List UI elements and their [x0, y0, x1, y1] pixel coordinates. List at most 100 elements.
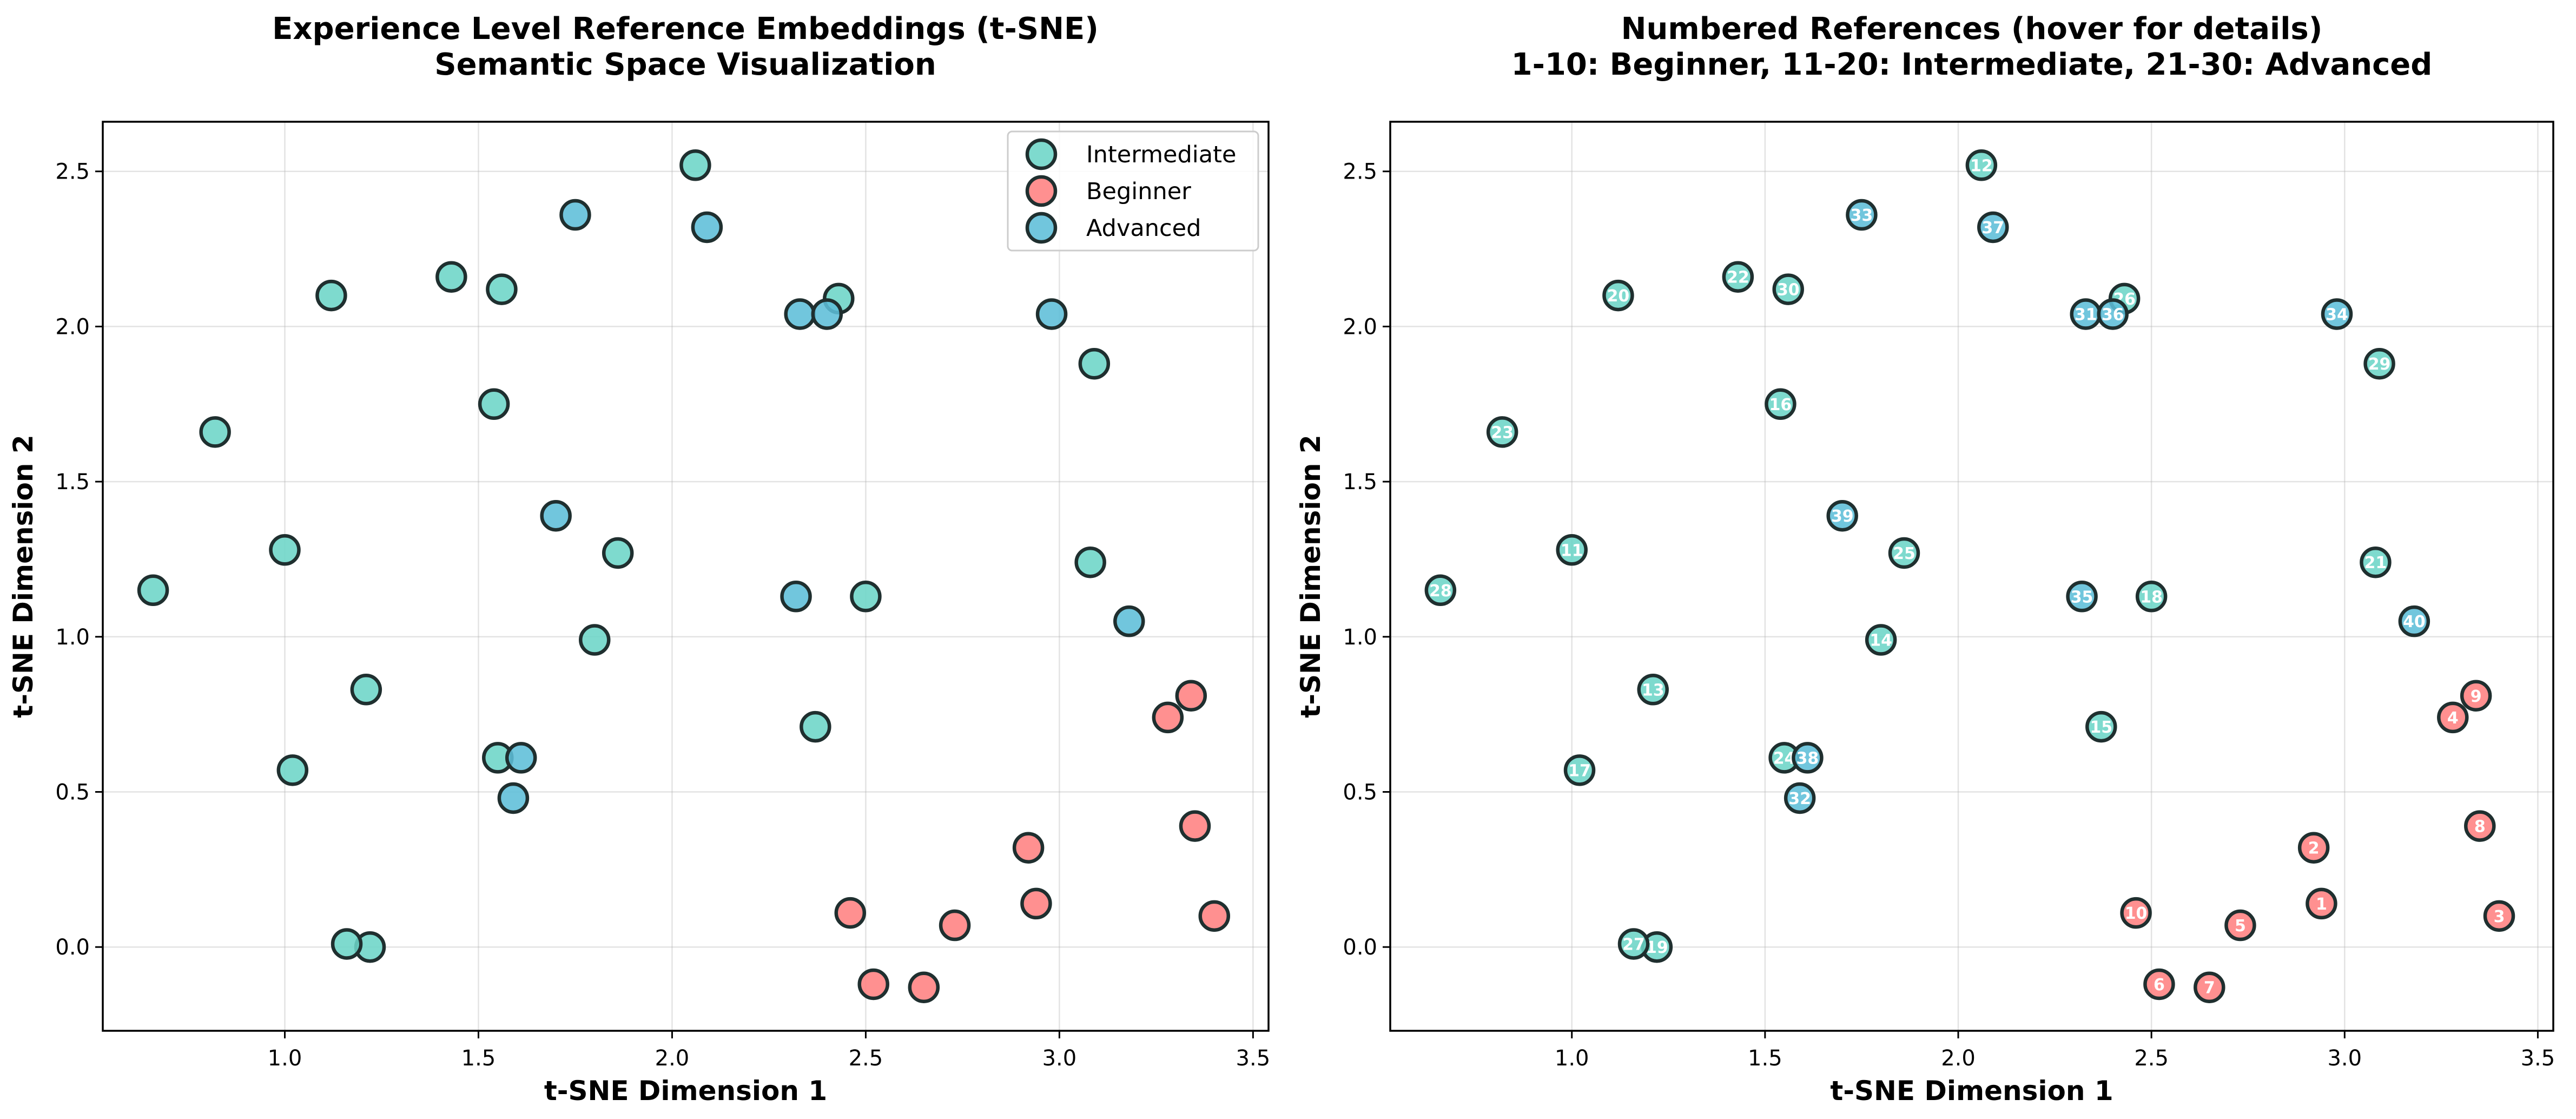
data-point-intermediate: [435, 261, 467, 293]
legend-marker-intermediate: [1025, 138, 1058, 170]
data-point-intermediate[interactable]: [1888, 537, 1920, 569]
point-number-label: 34: [2326, 305, 2348, 324]
data-point-intermediate[interactable]: [1965, 149, 1998, 181]
data-point-intermediate: [1078, 347, 1111, 380]
point-number-label: 19: [1646, 938, 1668, 957]
data-point-advanced: [540, 499, 572, 532]
chart-panel-2: Numbered References (hover for details)1…: [1295, 11, 2555, 1107]
data-point-intermediate: [679, 149, 711, 181]
y-tick-label: 2.5: [1343, 160, 1377, 185]
data-point-advanced[interactable]: [1977, 211, 2009, 243]
point-number-label: 4: [2447, 709, 2459, 728]
point-number-label: 27: [1622, 935, 1645, 954]
data-point-beginner[interactable]: [2120, 897, 2152, 929]
data-point-intermediate[interactable]: [1765, 388, 1796, 420]
data-point-beginner[interactable]: [2460, 680, 2492, 712]
data-point-beginner[interactable]: [2464, 810, 2496, 842]
point-number-label: 17: [1568, 761, 1591, 780]
data-point-intermediate[interactable]: [2363, 347, 2395, 380]
x-tick-label: 3.0: [1042, 1046, 1077, 1071]
data-point-advanced[interactable]: [1826, 499, 1858, 532]
x-tick-label: 1.0: [1555, 1046, 1589, 1071]
x-axis-label: t-SNE Dimension 1: [1830, 1075, 2113, 1107]
data-point-intermediate: [602, 537, 634, 569]
data-point-intermediate[interactable]: [1637, 674, 1669, 706]
data-point-beginner: [939, 909, 971, 942]
data-point-advanced[interactable]: [2321, 298, 2353, 330]
x-axis-label: t-SNE Dimension 1: [544, 1075, 827, 1107]
point-number-label: 16: [1769, 396, 1792, 414]
data-point-beginner: [1175, 680, 1207, 712]
point-number-label: 21: [2364, 554, 2387, 572]
legend-label-intermediate: Intermediate: [1086, 141, 1236, 168]
data-point-advanced: [1113, 605, 1145, 637]
data-point-intermediate[interactable]: [1722, 261, 1754, 293]
data-point-advanced[interactable]: [1784, 782, 1816, 814]
data-point-advanced: [505, 742, 537, 774]
data-point-beginner: [1198, 900, 1231, 932]
data-point-advanced[interactable]: [1792, 742, 1824, 774]
data-point-intermediate: [137, 574, 169, 607]
data-point-beginner: [834, 897, 867, 929]
data-point-advanced[interactable]: [2066, 581, 2098, 613]
point-number-label: 35: [2071, 588, 2093, 607]
data-point-beginner: [908, 971, 940, 1003]
data-point-beginner[interactable]: [2437, 701, 2469, 734]
data-point-intermediate: [315, 279, 347, 312]
y-tick-label: 0.5: [55, 780, 90, 805]
point-number-label: 13: [1642, 681, 1665, 700]
x-tick-label: 3.5: [1236, 1046, 1271, 1071]
data-point-beginner[interactable]: [2306, 887, 2337, 920]
chart-title-line-1: Experience Level Reference Embeddings (t…: [272, 11, 1099, 47]
y-tick-label: 0.5: [1343, 780, 1377, 805]
data-point-advanced: [784, 298, 816, 330]
data-point-intermediate[interactable]: [1772, 273, 1804, 305]
plot-frame: [1389, 121, 2554, 1032]
legend-marker-beginner: [1025, 175, 1058, 207]
data-point-intermediate[interactable]: [2085, 710, 2117, 743]
data-point-beginner[interactable]: [2143, 968, 2175, 1000]
y-tick-label: 1.5: [55, 470, 90, 495]
y-axis-label: t-SNE Dimension 2: [8, 435, 39, 718]
point-number-label: 31: [2075, 305, 2097, 324]
data-point-advanced[interactable]: [1846, 199, 1878, 231]
data-point-beginner[interactable]: [2483, 900, 2515, 932]
data-point-advanced: [559, 199, 591, 231]
data-point-advanced: [691, 211, 723, 243]
data-point-beginner: [857, 968, 889, 1000]
point-number-label: 32: [1788, 789, 1811, 808]
data-point-intermediate[interactable]: [1556, 534, 1588, 566]
data-point-beginner[interactable]: [2224, 909, 2256, 942]
data-point-intermediate[interactable]: [1617, 928, 1650, 960]
y-axis-label: t-SNE Dimension 2: [1295, 435, 1326, 718]
data-point-intermediate[interactable]: [1486, 416, 1518, 448]
data-point-intermediate[interactable]: [1563, 754, 1596, 786]
data-point-advanced: [811, 298, 843, 330]
y-tick-label: 0.0: [55, 935, 90, 960]
point-number-label: 25: [1893, 544, 1916, 563]
chart-title-line-2: 1-10: Beginner, 11-20: Intermediate, 21-…: [1511, 47, 2433, 82]
data-point-beginner[interactable]: [2194, 971, 2225, 1003]
data-point-intermediate[interactable]: [2135, 581, 2168, 613]
data-point-intermediate[interactable]: [1865, 624, 1897, 656]
data-point-advanced[interactable]: [2097, 298, 2129, 330]
data-point-intermediate: [269, 534, 301, 566]
legend-label-beginner: Beginner: [1086, 178, 1191, 205]
x-tick-label: 1.5: [461, 1046, 496, 1071]
y-tick-label: 1.0: [1343, 625, 1377, 650]
data-point-beginner[interactable]: [2297, 832, 2330, 864]
data-point-intermediate[interactable]: [1602, 279, 1634, 312]
legend-box: [1007, 130, 1259, 252]
data-point-advanced[interactable]: [2398, 605, 2430, 637]
data-point-intermediate[interactable]: [2360, 546, 2392, 578]
data-point-intermediate: [276, 754, 309, 786]
point-number-label: 39: [1831, 507, 1854, 526]
data-point-beginner: [1020, 887, 1052, 920]
point-number-label: 6: [2154, 976, 2165, 995]
point-number-label: 30: [1777, 281, 1800, 300]
data-point-intermediate[interactable]: [1424, 574, 1457, 607]
point-number-label: 20: [1607, 287, 1630, 306]
y-tick-label: 0.0: [1343, 935, 1377, 960]
data-point-advanced: [497, 782, 530, 814]
point-number-label: 2: [2308, 839, 2320, 858]
